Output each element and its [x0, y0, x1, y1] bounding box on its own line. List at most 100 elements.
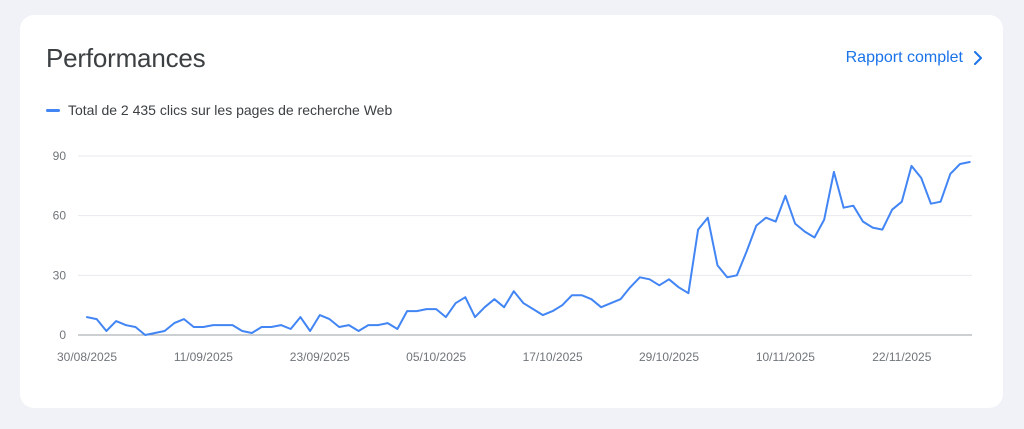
data-point [833, 171, 835, 173]
data-point [629, 286, 631, 288]
data-point [959, 163, 961, 165]
data-point [911, 165, 913, 167]
data-point [775, 221, 777, 223]
data-point [125, 324, 127, 326]
data-point [309, 330, 311, 332]
data-point [804, 231, 806, 233]
data-point [435, 308, 437, 310]
data-point [377, 324, 379, 326]
data-point [232, 324, 234, 326]
data-point [173, 322, 175, 324]
data-point [697, 229, 699, 231]
data-point [862, 221, 864, 223]
data-point [193, 326, 195, 328]
data-point [348, 324, 350, 326]
data-point [823, 219, 825, 221]
data-point [406, 310, 408, 312]
data-point [872, 227, 874, 229]
data-point [261, 326, 263, 328]
data-point [396, 328, 398, 330]
y-tick-label: 90 [53, 149, 67, 163]
x-tick-label: 23/09/2025 [290, 350, 350, 364]
x-tick-label: 30/08/2025 [57, 350, 117, 364]
data-point [144, 334, 146, 336]
data-point [571, 294, 573, 296]
data-point [329, 318, 331, 320]
data-point [687, 292, 689, 294]
data-point [784, 195, 786, 197]
data-point [736, 274, 738, 276]
data-point [299, 316, 301, 318]
data-point [620, 298, 622, 300]
data-point [474, 316, 476, 318]
data-point [949, 173, 951, 175]
data-point [755, 225, 757, 227]
data-point [523, 302, 525, 304]
data-point [920, 177, 922, 179]
y-tick-label: 0 [59, 328, 66, 342]
data-point [590, 298, 592, 300]
data-point [270, 326, 272, 328]
chart-legend[interactable]: Total de 2 435 clics sur les pages de re… [46, 102, 392, 118]
data-point [86, 316, 88, 318]
data-point [241, 330, 243, 332]
data-point [290, 328, 292, 330]
chevron-right-icon [973, 51, 983, 65]
data-point [484, 306, 486, 308]
data-point [881, 229, 883, 231]
data-point [726, 276, 728, 278]
data-point [358, 330, 360, 332]
data-point [445, 316, 447, 318]
data-point [464, 296, 466, 298]
data-point [96, 318, 98, 320]
data-point [212, 324, 214, 326]
data-point [561, 304, 563, 306]
data-point [814, 237, 816, 239]
data-point [552, 310, 554, 312]
legend-swatch [46, 108, 60, 112]
full-report-link[interactable]: Rapport complet [846, 49, 983, 67]
data-point [416, 310, 418, 312]
data-point [222, 324, 224, 326]
data-point [105, 330, 107, 332]
full-report-label: Rapport complet [845, 49, 963, 66]
data-point [639, 276, 641, 278]
x-tick-label: 05/10/2025 [406, 350, 466, 364]
data-point [930, 203, 932, 205]
x-tick-label: 29/10/2025 [639, 350, 699, 364]
data-point [183, 318, 185, 320]
data-point [202, 326, 204, 328]
data-point [532, 308, 534, 310]
data-point [280, 324, 282, 326]
data-point [154, 332, 156, 334]
performance-card: Performances Rapport complet Total de 2 … [20, 15, 1003, 408]
data-point [600, 306, 602, 308]
legend-label: Total de 2 435 clics sur les pages de re… [68, 102, 393, 118]
x-tick-label: 10/11/2025 [756, 350, 815, 364]
data-point [794, 223, 796, 225]
data-point [649, 278, 651, 280]
data-point [503, 306, 505, 308]
data-point [678, 286, 680, 288]
x-tick-label: 22/11/2025 [872, 350, 931, 364]
data-point [426, 308, 428, 310]
data-point [493, 298, 495, 300]
data-point [765, 217, 767, 219]
data-point [707, 217, 709, 219]
data-point [901, 201, 903, 203]
data-point [115, 320, 117, 322]
data-point [940, 201, 942, 203]
data-point [658, 284, 660, 286]
data-point [581, 294, 583, 296]
page-title: Performances [46, 43, 206, 73]
data-point [135, 326, 137, 328]
data-point [891, 209, 893, 211]
data-point [852, 205, 854, 207]
series-line-clicks [86, 161, 971, 336]
data-point [542, 314, 544, 316]
data-point [164, 330, 166, 332]
data-point [668, 278, 670, 280]
data-point [513, 290, 515, 292]
data-point [319, 314, 321, 316]
